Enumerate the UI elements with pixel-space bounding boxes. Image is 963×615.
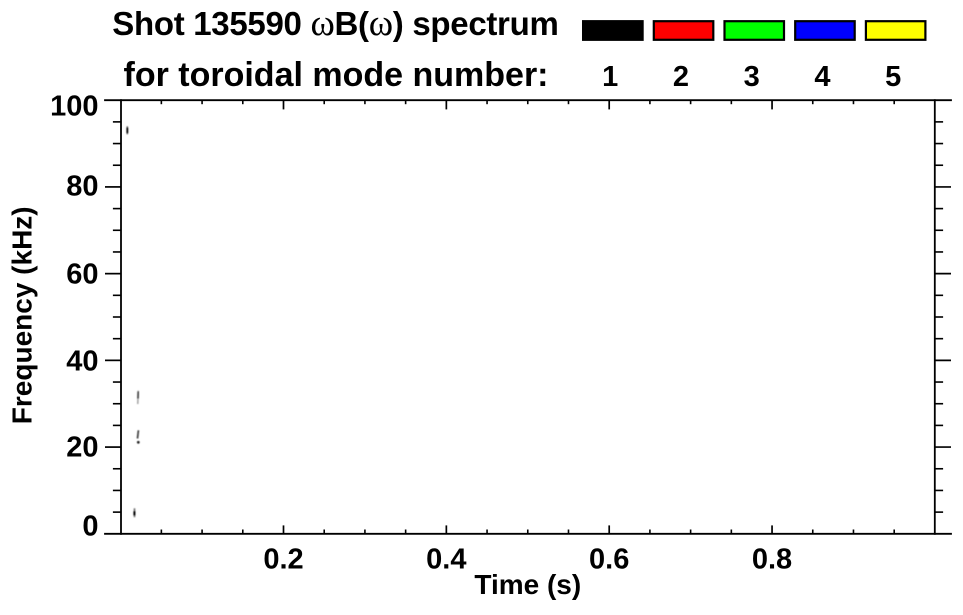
- svg-text:Shot 135590 ωB(ω) spectrum: Shot 135590 ωB(ω) spectrum: [112, 3, 558, 44]
- svg-text:40: 40: [66, 345, 98, 377]
- svg-text:Time (s): Time (s): [474, 569, 581, 600]
- svg-text:100: 100: [50, 91, 98, 123]
- svg-text:Frequency (kHz): Frequency (kHz): [7, 206, 38, 424]
- svg-text:0.6: 0.6: [589, 544, 629, 576]
- svg-text:20: 20: [66, 431, 98, 463]
- svg-text:for toroidal mode number:: for toroidal mode number:: [124, 56, 549, 94]
- svg-text:80: 80: [66, 170, 98, 202]
- svg-text:3: 3: [744, 61, 760, 93]
- svg-text:60: 60: [66, 259, 98, 291]
- svg-text:0.2: 0.2: [263, 544, 303, 576]
- svg-text:4: 4: [814, 61, 830, 93]
- svg-text:2: 2: [673, 61, 689, 93]
- svg-text:0: 0: [82, 510, 98, 542]
- svg-text:0.8: 0.8: [752, 544, 792, 576]
- svg-text:0.4: 0.4: [426, 544, 466, 576]
- svg-text:5: 5: [885, 61, 901, 93]
- svg-text:1: 1: [602, 61, 618, 93]
